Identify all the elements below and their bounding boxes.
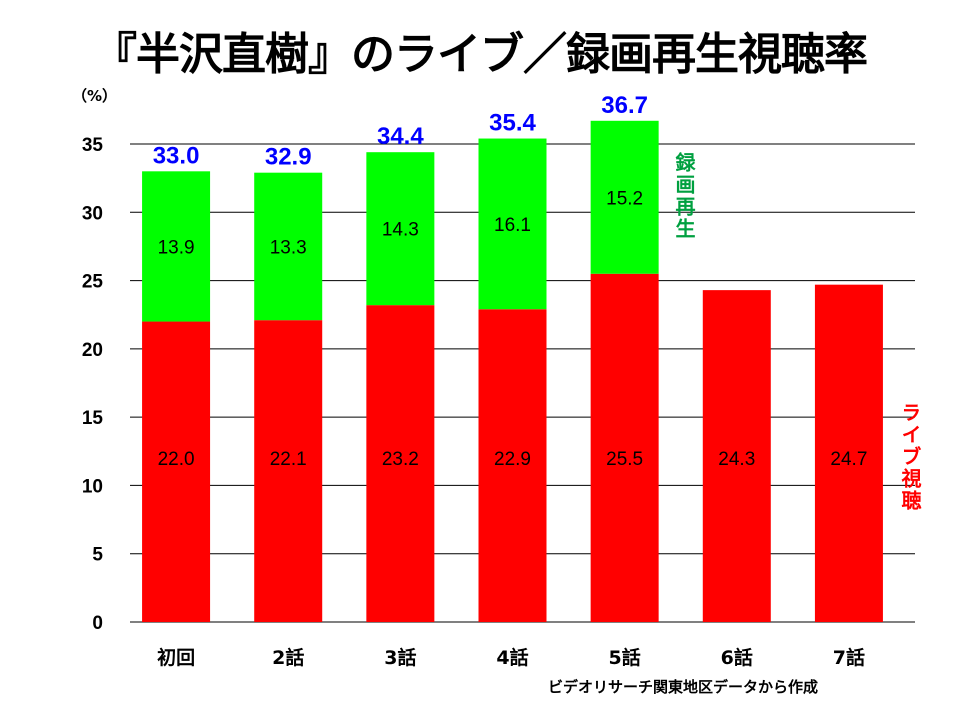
y-tick-label: 20 — [82, 340, 103, 361]
data-label-total: 33.0 — [153, 142, 200, 169]
x-tick-label: 2話 — [272, 646, 304, 669]
data-label-live: 23.2 — [382, 449, 419, 470]
data-label-total: 35.4 — [489, 110, 536, 137]
data-label-live: 22.1 — [270, 449, 307, 470]
bar-live — [478, 309, 547, 622]
bar-live — [142, 321, 211, 622]
data-label-total: 36.7 — [601, 92, 648, 119]
y-tick-label: 25 — [82, 272, 104, 293]
y-tick-label: 5 — [92, 545, 103, 566]
data-label-recorded: 15.2 — [606, 188, 643, 209]
y-tick-label: 10 — [82, 476, 103, 497]
data-label-live: 24.7 — [830, 449, 867, 470]
source-note: ビデオリサーチ関東地区データから作成 — [548, 678, 819, 696]
bar-live — [702, 290, 771, 622]
bar-live — [814, 284, 883, 622]
data-label-live: 22.0 — [158, 449, 195, 470]
y-axis-label: （%） — [72, 87, 117, 105]
data-label-recorded: 13.9 — [158, 237, 195, 258]
chart-title: 『半沢直樹』のライブ／録画再生視聴率 — [93, 29, 868, 80]
data-label-recorded: 14.3 — [382, 220, 419, 241]
x-tick-label: 6話 — [721, 646, 753, 669]
x-tick-label: 4話 — [496, 646, 528, 669]
bar-live — [366, 305, 435, 622]
data-label-recorded: 13.3 — [270, 237, 307, 258]
data-label-live: 25.5 — [606, 449, 643, 470]
legend-live: ライブ視聴 — [898, 402, 922, 512]
bar-recorded — [590, 120, 659, 274]
bar-live — [590, 273, 659, 622]
bar-recorded — [366, 152, 435, 306]
bar-live — [254, 320, 323, 622]
data-label-recorded: 16.1 — [494, 215, 531, 236]
x-tick-label: 3話 — [384, 646, 416, 669]
data-label-live: 24.3 — [718, 449, 755, 470]
y-tick-label: 30 — [82, 203, 103, 224]
bar-recorded — [142, 171, 211, 322]
data-label-live: 22.9 — [494, 449, 531, 470]
x-tick-label: 5話 — [609, 646, 641, 669]
data-label-total: 32.9 — [265, 144, 312, 171]
bar-recorded — [254, 172, 323, 321]
x-tick-label: 7話 — [833, 646, 865, 669]
x-tick-label: 初回 — [157, 646, 195, 669]
legend-recorded: 録画再生 — [672, 152, 696, 240]
y-tick-label: 0 — [92, 613, 103, 634]
y-tick-label: 35 — [82, 135, 104, 156]
data-label-total: 34.4 — [377, 123, 424, 150]
bar-recorded — [478, 138, 547, 310]
y-tick-label: 15 — [82, 408, 104, 429]
